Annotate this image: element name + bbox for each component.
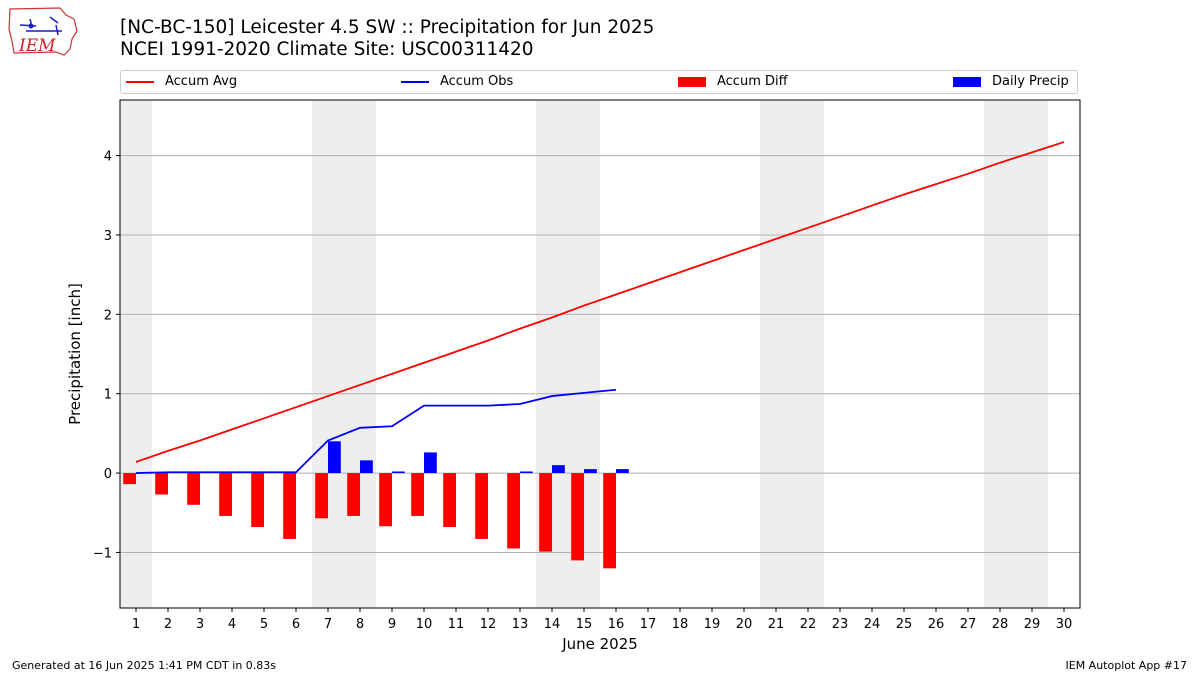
x-tick-label-13: 13 <box>512 617 529 632</box>
x-tick-label-21: 21 <box>768 617 785 632</box>
x-tick-label-27: 27 <box>960 617 977 632</box>
x-tick-label-9: 9 <box>388 617 396 632</box>
x-tick-label-2: 2 <box>164 617 172 632</box>
legend-swatch-daily-precip <box>953 76 981 87</box>
daily-precip-bar-9 <box>392 471 405 474</box>
daily-precip-bar-7 <box>328 441 341 474</box>
x-axis-label: June 2025 <box>561 635 638 653</box>
x-tick-label-26: 26 <box>928 617 945 632</box>
x-tick-label-29: 29 <box>1024 617 1041 632</box>
legend-swatch-accum-avg <box>126 80 154 83</box>
x-tick-label-7: 7 <box>324 617 332 632</box>
accum-diff-bar-12 <box>475 473 488 539</box>
accum-diff-bar-9 <box>379 473 392 527</box>
x-tick-label-25: 25 <box>896 617 913 632</box>
legend-label-accum-diff: Accum Diff <box>717 74 788 89</box>
x-tick-label-30: 30 <box>1056 617 1073 632</box>
x-tick-label-17: 17 <box>640 617 657 632</box>
x-tick-label-3: 3 <box>196 617 204 632</box>
weekend-shade-3 <box>760 100 824 608</box>
daily-precip-bar-8 <box>360 460 373 474</box>
y-axis-label: Precipitation [inch] <box>66 283 84 425</box>
accum-diff-bar-5 <box>251 473 264 528</box>
daily-precip-bar-14 <box>552 465 565 474</box>
daily-precip-bar-10 <box>424 452 437 474</box>
app-credit: IEM Autoplot App #17 <box>1065 659 1188 672</box>
legend-item-daily-precip: Daily Precip <box>953 74 1069 89</box>
accum-diff-bar-15 <box>571 473 584 561</box>
legend-label-accum-obs: Accum Obs <box>440 74 514 89</box>
y-tick-label-4: 4 <box>104 150 112 165</box>
chart-title: [NC-BC-150] Leicester 4.5 SW :: Precipit… <box>120 17 655 38</box>
x-tick-label-18: 18 <box>672 617 689 632</box>
accum-diff-bar-1 <box>123 473 136 485</box>
x-tick-label-5: 5 <box>260 617 268 632</box>
x-tick-label-16: 16 <box>608 617 625 632</box>
y-tick-label-2: 2 <box>104 308 112 323</box>
svg-text:IEM: IEM <box>18 36 56 56</box>
iem-logo: IEM <box>6 5 80 63</box>
weekend-shade-1 <box>312 100 376 608</box>
legend-swatch-accum-obs <box>401 80 429 83</box>
accum-diff-bar-10 <box>411 473 424 516</box>
y-tick-label-1: 1 <box>104 388 112 403</box>
y-tick-label-0: 0 <box>104 467 112 482</box>
legend-label-daily-precip: Daily Precip <box>992 74 1069 89</box>
accum-diff-bar-8 <box>347 473 360 516</box>
x-tick-label-23: 23 <box>832 617 849 632</box>
x-tick-label-6: 6 <box>292 617 300 632</box>
accum-diff-bar-2 <box>155 473 168 495</box>
x-tick-label-22: 22 <box>800 617 817 632</box>
x-tick-label-4: 4 <box>228 617 236 632</box>
daily-precip-bar-15 <box>584 469 597 474</box>
x-tick-label-28: 28 <box>992 617 1009 632</box>
accum-avg-line <box>135 141 1065 463</box>
accum-diff-bar-7 <box>315 473 328 519</box>
legend-item-accum-diff: Accum Diff <box>678 74 788 89</box>
daily-precip-bar-16 <box>616 469 629 474</box>
accum-diff-bar-4 <box>219 473 232 516</box>
accum-diff-bar-13 <box>507 473 520 549</box>
chart-legend: Accum Avg Accum Obs Accum Diff Daily Pre… <box>120 70 1078 94</box>
weekend-shade-0 <box>120 100 152 608</box>
x-tick-label-20: 20 <box>736 617 753 632</box>
accum-diff-bar-3 <box>187 473 200 505</box>
weekend-shade-4 <box>984 100 1048 608</box>
x-tick-label-1: 1 <box>132 617 140 632</box>
y-tick-label--1: −1 <box>93 546 112 561</box>
x-tick-label-19: 19 <box>704 617 721 632</box>
legend-label-accum-avg: Accum Avg <box>165 74 238 89</box>
plot-frame <box>119 99 1081 609</box>
y-tick-label-3: 3 <box>104 229 112 244</box>
legend-item-accum-avg: Accum Avg <box>126 74 237 89</box>
chart-subtitle: NCEI 1991-2020 Climate Site: USC00311420 <box>120 39 534 60</box>
accum-diff-bar-16 <box>603 473 616 569</box>
accum-diff-bar-14 <box>539 473 552 552</box>
accum-diff-bar-6 <box>283 473 296 539</box>
x-tick-label-24: 24 <box>864 617 881 632</box>
legend-item-accum-obs: Accum Obs <box>401 74 513 89</box>
x-tick-label-12: 12 <box>480 617 497 632</box>
accum-obs-line <box>135 388 617 474</box>
legend-swatch-accum-diff <box>678 76 706 87</box>
x-tick-label-10: 10 <box>416 617 433 632</box>
daily-precip-bar-13 <box>520 471 533 474</box>
accum-diff-bar-11 <box>443 473 456 528</box>
x-tick-label-15: 15 <box>576 617 593 632</box>
generated-timestamp: Generated at 16 Jun 2025 1:41 PM CDT in … <box>12 659 277 672</box>
x-tick-label-14: 14 <box>544 617 561 632</box>
x-tick-label-11: 11 <box>448 617 465 632</box>
x-tick-label-8: 8 <box>356 617 364 632</box>
